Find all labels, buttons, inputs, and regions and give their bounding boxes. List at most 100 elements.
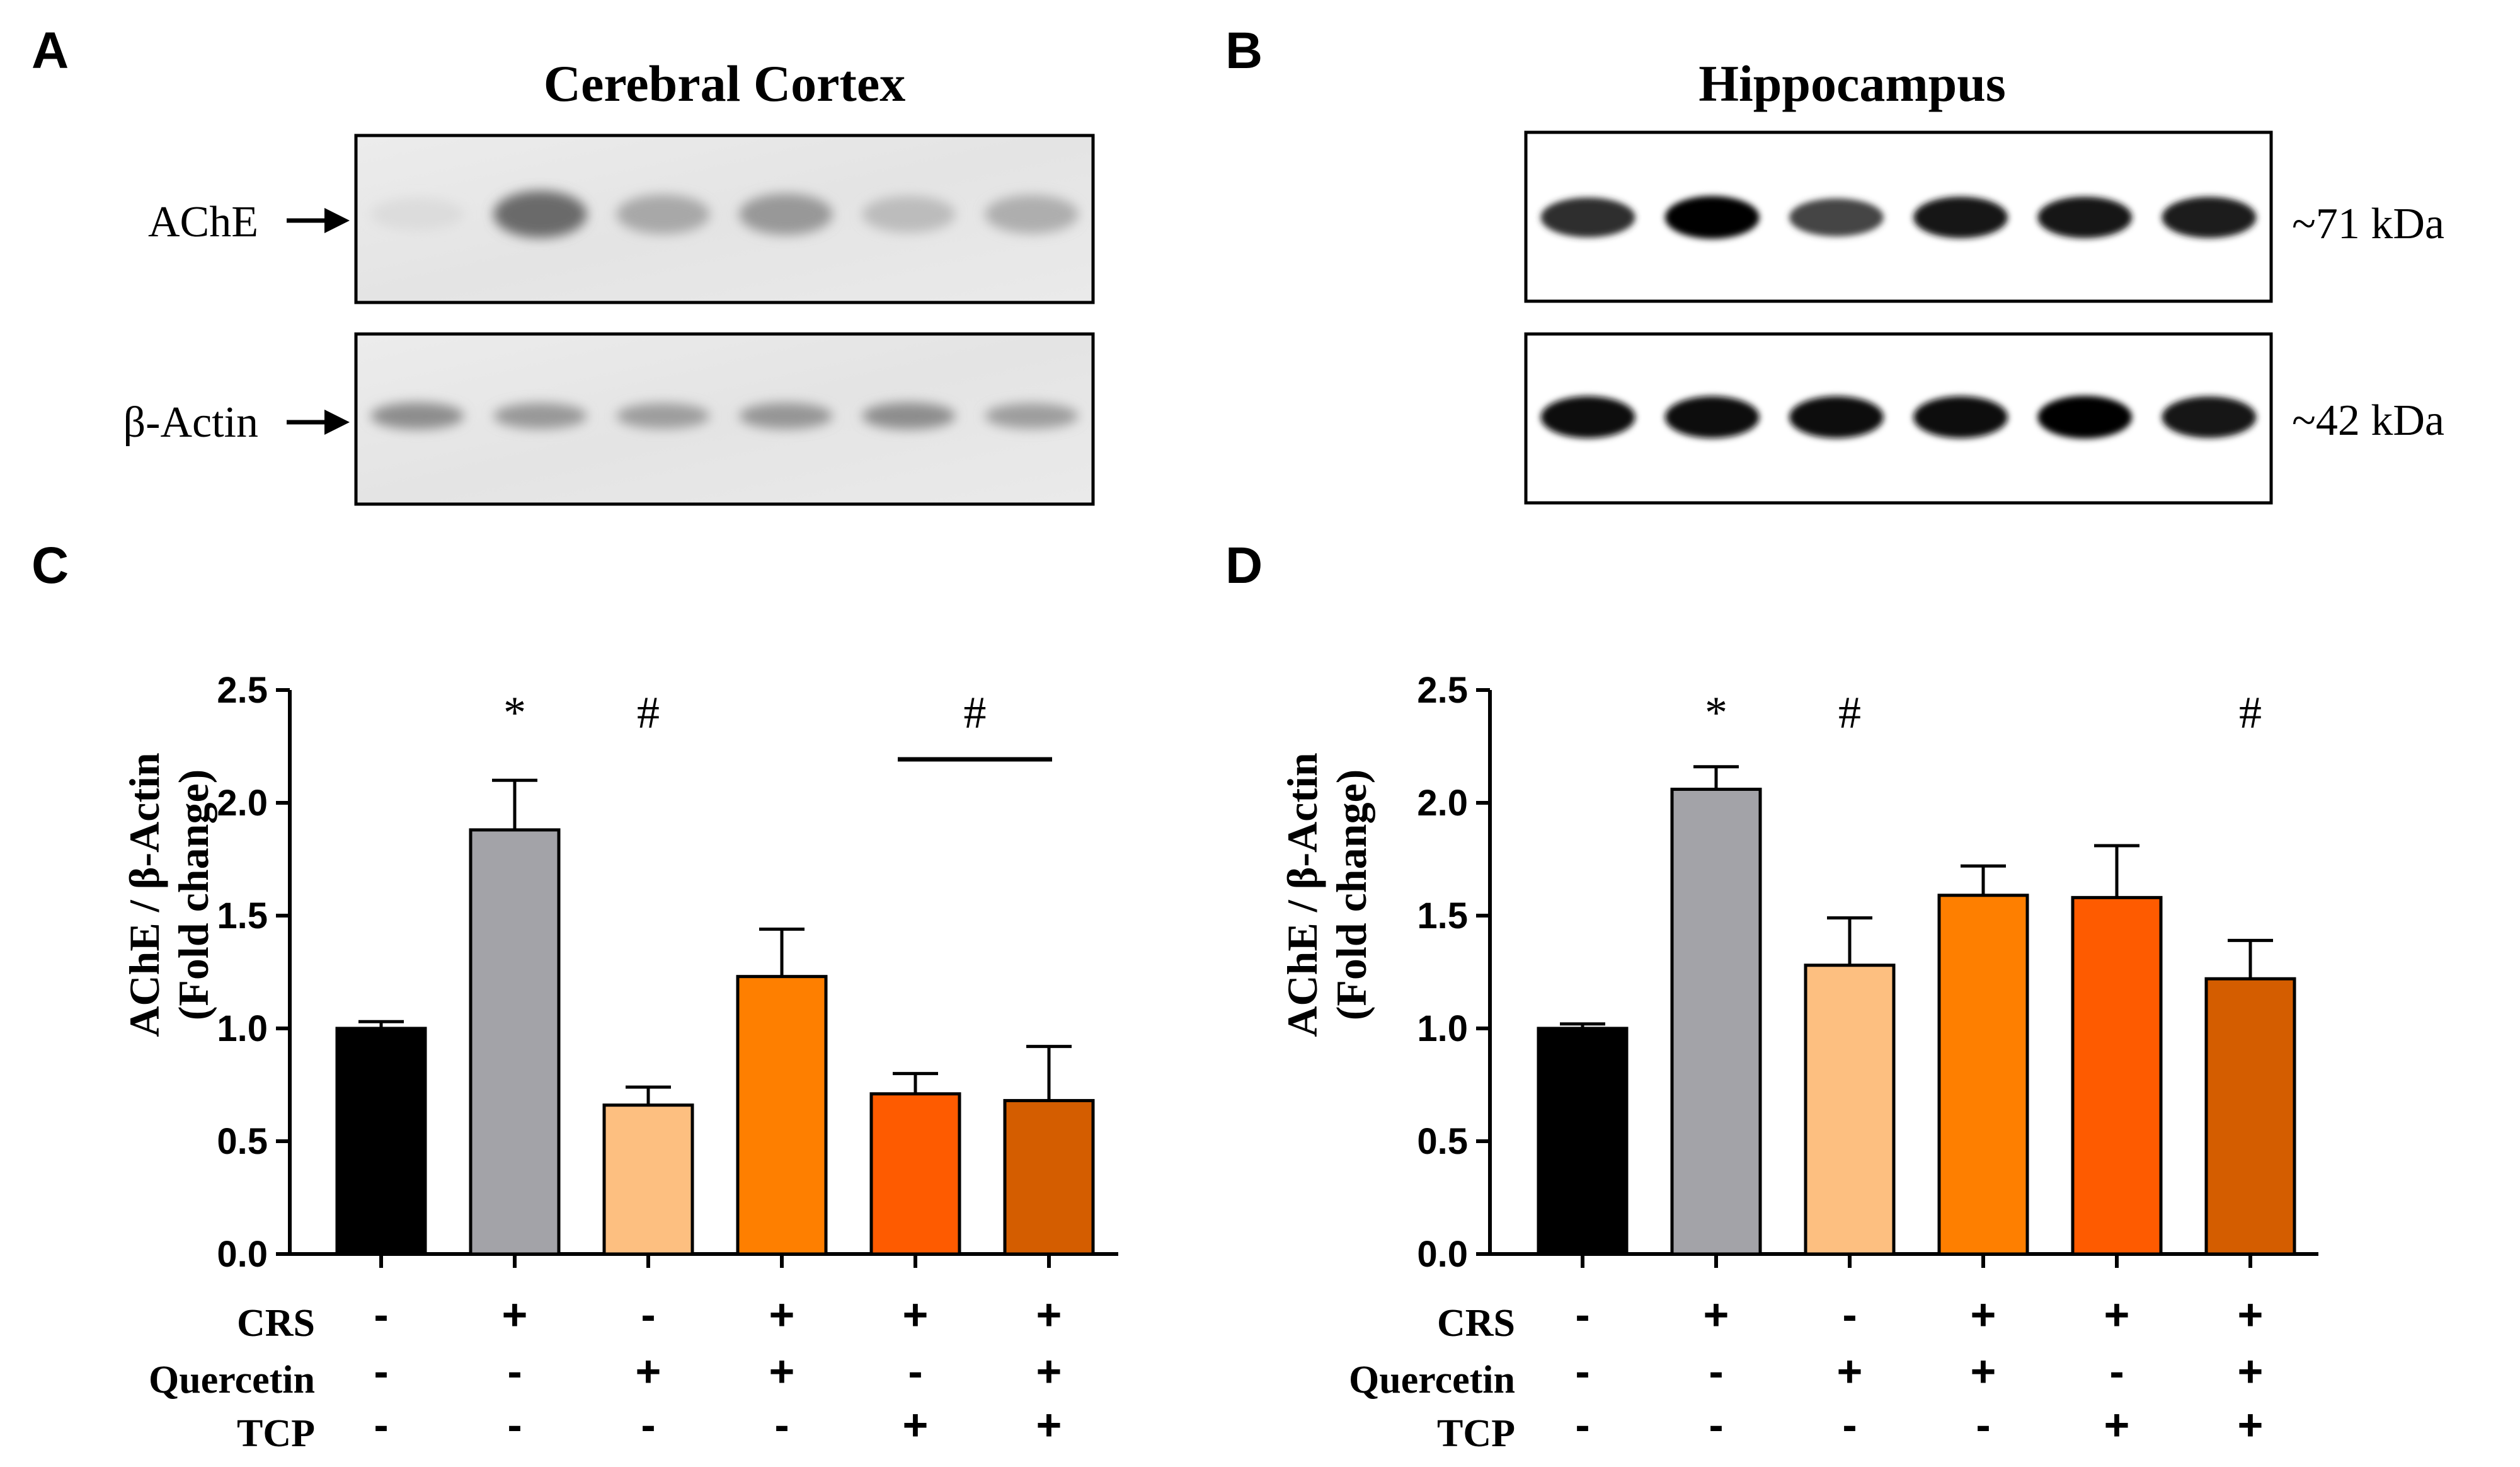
- cortex-actin-band-2: [493, 403, 587, 429]
- hippo-ache-band-3: [1789, 198, 1884, 237]
- chart-c-treatment-label: TCP: [237, 1412, 315, 1455]
- panel-b-letter: B: [1225, 22, 1263, 79]
- hippo-ache-band-5: [2037, 197, 2133, 238]
- chart-d-treatment-sign: -: [1575, 1290, 1589, 1339]
- panel-a-ache-bands: [370, 190, 1079, 238]
- panel-c-ylabel: AChE / β-Actin (Fold change): [120, 752, 217, 1037]
- hippo-ache-band-4: [1913, 197, 2008, 238]
- panel-b-actin-bands: [1540, 396, 2257, 439]
- cortex-ache-band-1: [370, 197, 464, 231]
- chart-c-treatment-sign: -: [374, 1347, 388, 1396]
- chart-c-treatment-sign: +: [903, 1400, 929, 1449]
- chart-c-treatment-sign: +: [636, 1347, 662, 1396]
- chart-d-bar-3: [1804, 964, 1896, 1256]
- chart-c-treatment-sign: -: [774, 1400, 789, 1449]
- chart-c-treatment-sign: +: [1036, 1347, 1062, 1396]
- chart-c-y-tick-label: 0.5: [217, 1121, 268, 1162]
- chart-d-treatment-sign: +: [1704, 1290, 1729, 1339]
- hippo-actin-band-4: [1913, 396, 2008, 439]
- chart-c-y-tick-label: 1.0: [217, 1008, 268, 1049]
- mw-label-actin: ~42 kDa: [2292, 396, 2444, 445]
- panel-d-chart: 0.00.51.01.52.02.5 * # #CRS - + - + + +Quercetin -…: [1349, 670, 2318, 1455]
- hippo-actin-band-1: [1540, 396, 1635, 439]
- chart-c-treatment-sign: +: [1036, 1290, 1062, 1339]
- chart-d-treatment-label: Quercetin: [1349, 1359, 1515, 1401]
- cortex-actin-band-3: [616, 403, 710, 429]
- chart-c-bar-3: [602, 1103, 694, 1256]
- chart-c-treatment-sign: -: [374, 1400, 388, 1449]
- chart-c-treatment-label: CRS: [237, 1302, 315, 1345]
- chart-d-y-tick-label: 1.0: [1417, 1008, 1468, 1049]
- panel-c-letter: C: [32, 537, 69, 594]
- panel-c-chart: 0.00.51.01.52.02.5 * # #CRS - + - + + +Quercetin -…: [149, 670, 1118, 1455]
- chart-d-treatment-sign: -: [2109, 1347, 2124, 1396]
- cortex-ache-band-6: [985, 195, 1079, 234]
- chart-d-treatment-sign: -: [1575, 1347, 1589, 1396]
- chart-c-bar-1: [335, 1027, 427, 1256]
- chart-d-bar-4: [1937, 894, 2029, 1256]
- chart-d-y-tick-label: 0.5: [1417, 1121, 1468, 1162]
- panel-a-title: Cerebral Cortex: [544, 55, 906, 112]
- chart-d-bar-1: [1537, 1027, 1629, 1256]
- cortex-ache-band-4: [739, 193, 833, 235]
- chart-d-treatment-sign: +: [2238, 1290, 2264, 1339]
- chart-c-treatment-sign: -: [507, 1400, 522, 1449]
- cortex-actin-band-6: [985, 403, 1079, 429]
- ache-row-label: AChE: [148, 198, 258, 246]
- panel-c-ylabel-line1: AChE / β-Actin: [120, 752, 168, 1037]
- panel-b-actin-blot: [1524, 332, 2273, 505]
- chart-c-bar-5: [869, 1092, 961, 1256]
- panel-c-ylabel-line2: (Fold change): [169, 769, 217, 1021]
- chart-d-treatment-sign: +: [2104, 1400, 2130, 1449]
- panel-b: B Hippocampus ~71 kDa ~42 kDa: [1225, 22, 2444, 505]
- cortex-actin-band-4: [739, 403, 833, 429]
- chart-d-significance-mark: #: [1838, 687, 1861, 738]
- hippo-actin-band-2: [1664, 396, 1760, 439]
- chart-d-treatment-sign: +: [2238, 1400, 2264, 1449]
- chart-d-bar-6: [2204, 977, 2296, 1256]
- chart-c-treatment-sign: +: [903, 1290, 929, 1339]
- chart-c-treatment-label: Quercetin: [149, 1359, 315, 1401]
- chart-c-significance-mark: #: [637, 687, 660, 738]
- chart-c-treatment-sign: -: [374, 1290, 388, 1339]
- chart-d-treatment-sign: +: [1837, 1347, 1863, 1396]
- panel-a-letter: A: [32, 22, 69, 79]
- chart-d-y-tick-label: 2.0: [1417, 783, 1468, 824]
- chart-c-y-tick-label: 2.0: [217, 783, 268, 824]
- chart-d-treatment-sign: -: [1709, 1400, 1723, 1449]
- chart-c-bar-2: [469, 828, 561, 1256]
- chart-c-bracket-label: #: [964, 687, 987, 738]
- hippo-ache-band-6: [2162, 197, 2257, 238]
- hippo-actin-band-5: [2037, 396, 2133, 439]
- chart-d-treatment-sign: +: [2104, 1290, 2130, 1339]
- chart-c-y-tick-label: 0.0: [217, 1234, 268, 1275]
- chart-d-y-tick-label: 2.5: [1417, 670, 1468, 711]
- actin-arrow-icon: [287, 410, 350, 435]
- chart-d-treatment-sign: -: [1842, 1400, 1857, 1449]
- cortex-ache-band-2: [493, 190, 587, 238]
- chart-d-bar-5: [2071, 895, 2163, 1256]
- chart-c-y-tick-label: 1.5: [217, 895, 268, 936]
- panel-d-ylabel: AChE / β-Actin (Fold change): [1278, 752, 1375, 1037]
- panel-d-ylabel-line2: (Fold change): [1327, 769, 1375, 1021]
- chart-c-treatment-sign: +: [769, 1290, 795, 1339]
- hippo-ache-band-2: [1664, 196, 1760, 239]
- panel-a-ache-blot: [354, 134, 1095, 304]
- mw-label-ache: ~71 kDa: [2292, 200, 2444, 248]
- hippo-ache-band-1: [1540, 197, 1635, 238]
- chart-c-y-tick-label: 2.5: [217, 670, 268, 711]
- panel-b-ache-blot: [1524, 130, 2273, 303]
- chart-d-treatment-sign: -: [1976, 1400, 1990, 1449]
- chart-d-treatment-sign: -: [1842, 1290, 1857, 1339]
- hippo-actin-band-3: [1789, 396, 1884, 439]
- chart-d-y-tick-label: 1.5: [1417, 895, 1468, 936]
- ache-arrow-icon: [287, 208, 350, 233]
- chart-d-treatment-sign: +: [1971, 1290, 1996, 1339]
- panel-a-actin-bands: [370, 402, 1079, 430]
- chart-d-treatment-label: CRS: [1437, 1302, 1515, 1345]
- actin-row-label: β-Actin: [123, 398, 258, 447]
- chart-c-bar-4: [736, 975, 828, 1256]
- chart-d-treatment-label: TCP: [1437, 1412, 1515, 1455]
- cortex-ache-band-5: [862, 195, 956, 233]
